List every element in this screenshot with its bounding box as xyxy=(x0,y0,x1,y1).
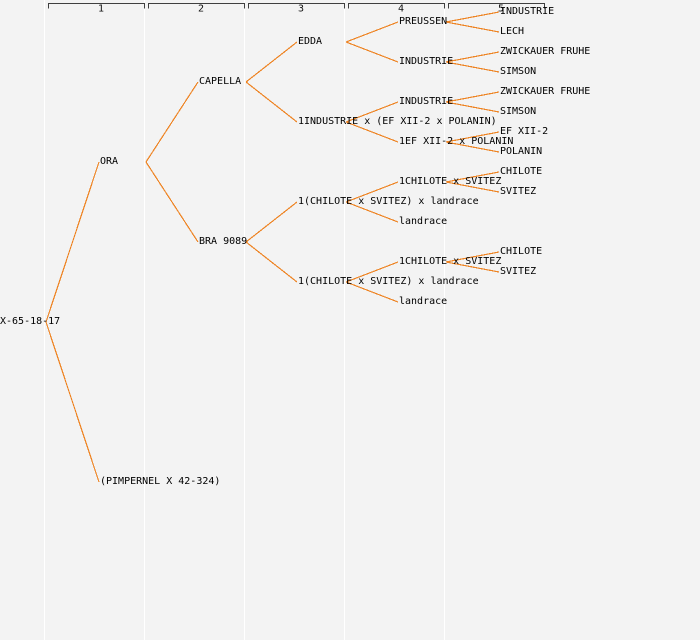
pedigree-node-label: SVITEZ xyxy=(500,186,537,197)
pedigree-edge xyxy=(245,201,298,243)
generation-label: 3 xyxy=(298,4,304,15)
generation-bracket xyxy=(148,3,245,9)
pedigree-node-label: BRA 9089 xyxy=(199,236,248,247)
pedigree-edge xyxy=(345,101,399,123)
pedigree-edge xyxy=(45,321,100,483)
pedigree-node-label: 1EF XII-2 x POLANIN xyxy=(399,136,514,147)
pedigree-node-label: EDDA xyxy=(298,36,323,47)
generation-bracket xyxy=(448,3,545,9)
pedigree-node-label: 1(CHILOTE x SVITEZ) x landrace xyxy=(298,196,479,207)
pedigree-node-label: 1INDUSTRIE x (EF XII-2 x POLANIN) xyxy=(298,116,497,127)
generation-bracket xyxy=(48,3,145,9)
pedigree-edge xyxy=(145,161,199,243)
pedigree-edge xyxy=(345,181,399,203)
pedigree-edge xyxy=(445,251,500,263)
pedigree-edge xyxy=(445,11,500,23)
pedigree-edge xyxy=(445,171,500,183)
pedigree-node-label: CHILOTE xyxy=(500,246,543,257)
pedigree-node-label: landrace xyxy=(399,216,448,227)
pedigree-node-label: SIMSON xyxy=(500,106,537,117)
pedigree-edge xyxy=(345,121,399,143)
pedigree-node-label: CHILOTE xyxy=(500,166,543,177)
pedigree-edge xyxy=(445,61,500,73)
pedigree-edge xyxy=(345,281,399,303)
pedigree-node-label: ZWICKAUER FRUHE xyxy=(500,86,591,97)
pedigree-node-label: PREUSSEN xyxy=(399,16,448,27)
pedigree-node-label: LECH xyxy=(500,26,525,37)
pedigree-node-label: 1(CHILOTE x SVITEZ) x landrace xyxy=(298,276,479,287)
pedigree-edge xyxy=(345,41,399,63)
pedigree-edge xyxy=(345,21,399,43)
pedigree-edge xyxy=(245,241,298,283)
pedigree-edge xyxy=(445,51,500,63)
generation-label: 2 xyxy=(198,4,204,15)
pedigree-node-label: 1CHILOTE x SVITEZ xyxy=(399,176,502,187)
pedigree-node-label: SIMSON xyxy=(500,66,537,77)
pedigree-edge xyxy=(345,201,399,223)
pedigree-node-label: ZWICKAUER FRUHE xyxy=(500,46,591,57)
pedigree-edge xyxy=(45,161,100,323)
pedigree-edge xyxy=(445,101,500,113)
generation-bracket xyxy=(348,3,445,9)
pedigree-edge xyxy=(445,141,500,153)
pedigree-edge xyxy=(345,261,399,283)
pedigree-node-label: X-65-18-17 xyxy=(0,316,61,327)
pedigree-node-label: 1CHILOTE x SVITEZ xyxy=(399,256,502,267)
generation-bracket xyxy=(248,3,345,9)
generation-label: 4 xyxy=(398,4,404,15)
pedigree-edge xyxy=(445,261,500,273)
pedigree-node-label: INDUSTRIE xyxy=(399,56,454,67)
pedigree-node-label: INDUSTRIE xyxy=(399,96,454,107)
pedigree-edge xyxy=(245,81,298,123)
pedigree-node-label: (PIMPERNEL X 42-324) xyxy=(100,476,221,487)
pedigree-node-label: POLANIN xyxy=(500,146,543,157)
pedigree-edge xyxy=(145,81,199,163)
generation-label: 5 xyxy=(498,4,504,15)
pedigree-edge xyxy=(445,91,500,103)
generation-label: 1 xyxy=(98,4,104,15)
pedigree-node-label: EF XII-2 xyxy=(500,126,549,137)
pedigree-edge xyxy=(445,21,500,33)
pedigree-node-label: ORA xyxy=(100,156,119,167)
pedigree-edge xyxy=(445,181,500,193)
pedigree-edge xyxy=(245,41,298,83)
pedigree-node-label: INDUSTRIE xyxy=(500,6,555,17)
pedigree-node-label: landrace xyxy=(399,296,448,307)
pedigree-edge xyxy=(445,131,500,143)
pedigree-node-label: CAPELLA xyxy=(199,76,242,87)
pedigree-node-label: SVITEZ xyxy=(500,266,537,277)
